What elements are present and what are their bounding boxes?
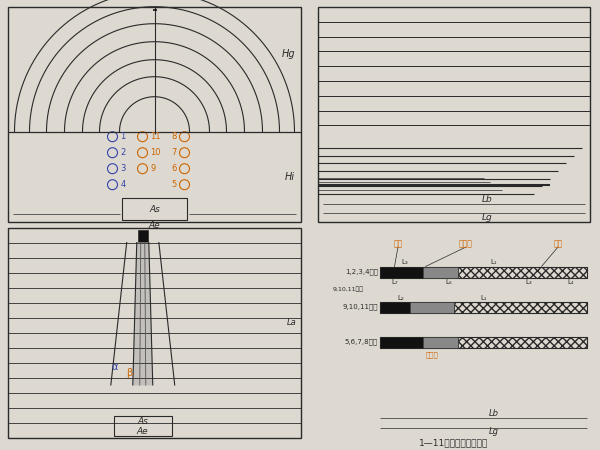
- Text: 8: 8: [171, 132, 176, 141]
- Bar: [423, 266, 458, 278]
- Text: Lb: Lb: [489, 410, 499, 418]
- Text: Lb: Lb: [481, 194, 492, 203]
- Bar: [8, 228, 301, 438]
- Text: L₁: L₁: [480, 294, 487, 301]
- Bar: [380, 266, 587, 278]
- Bar: [122, 198, 187, 220]
- Text: Ae: Ae: [149, 220, 160, 230]
- Text: 1—11号炮眼装药结构图: 1—11号炮眼装药结构图: [419, 438, 488, 447]
- Text: 10: 10: [151, 148, 161, 157]
- Text: 1,2,3,4号眼: 1,2,3,4号眼: [345, 269, 378, 275]
- Text: 6: 6: [171, 164, 176, 173]
- Bar: [380, 302, 587, 312]
- Text: 9: 9: [151, 164, 156, 173]
- Text: L₃: L₃: [401, 260, 408, 266]
- Text: 5: 5: [171, 180, 176, 189]
- Text: As: As: [149, 204, 160, 213]
- Text: Lg: Lg: [489, 427, 499, 436]
- Text: 水炮泥: 水炮泥: [425, 351, 438, 358]
- Bar: [138, 230, 148, 242]
- Text: L₄: L₄: [567, 279, 574, 285]
- Bar: [114, 416, 172, 436]
- Text: L₂: L₂: [397, 294, 404, 301]
- Bar: [423, 337, 458, 347]
- Bar: [380, 337, 587, 347]
- Bar: [458, 337, 587, 347]
- Text: 炮泥: 炮泥: [394, 239, 403, 248]
- Text: 9,10,11号眼: 9,10,11号眼: [333, 287, 364, 292]
- Bar: [8, 7, 301, 222]
- Text: Hg: Hg: [281, 50, 295, 59]
- Text: 11: 11: [151, 132, 161, 141]
- Text: 9,10,11号眼: 9,10,11号眼: [343, 304, 378, 310]
- Text: 2: 2: [121, 148, 126, 157]
- Text: Lg: Lg: [481, 212, 492, 221]
- Text: Hi: Hi: [285, 172, 295, 182]
- Bar: [380, 302, 410, 312]
- Text: 水炮泥: 水炮泥: [459, 239, 473, 248]
- Text: 4: 4: [121, 180, 126, 189]
- Text: 7: 7: [171, 148, 176, 157]
- Polygon shape: [133, 242, 153, 386]
- Text: L₆: L₆: [445, 279, 452, 285]
- Bar: [318, 7, 590, 222]
- Text: As: As: [137, 417, 148, 426]
- Text: 炮泥: 炮泥: [553, 239, 563, 248]
- Text: 1: 1: [121, 132, 126, 141]
- Text: β: β: [125, 369, 132, 378]
- Bar: [410, 302, 454, 312]
- Text: L₇: L₇: [391, 279, 398, 285]
- Text: L₁: L₁: [491, 260, 497, 266]
- Text: α: α: [112, 363, 118, 373]
- Text: La: La: [287, 318, 297, 327]
- Text: 3: 3: [121, 164, 126, 173]
- Text: L₃: L₃: [526, 279, 532, 285]
- Text: Ae: Ae: [137, 428, 149, 436]
- Text: 5,6,7,8号眼: 5,6,7,8号眼: [345, 339, 378, 345]
- Bar: [454, 302, 587, 312]
- Bar: [380, 266, 423, 278]
- Bar: [380, 337, 423, 347]
- Bar: [458, 266, 587, 278]
